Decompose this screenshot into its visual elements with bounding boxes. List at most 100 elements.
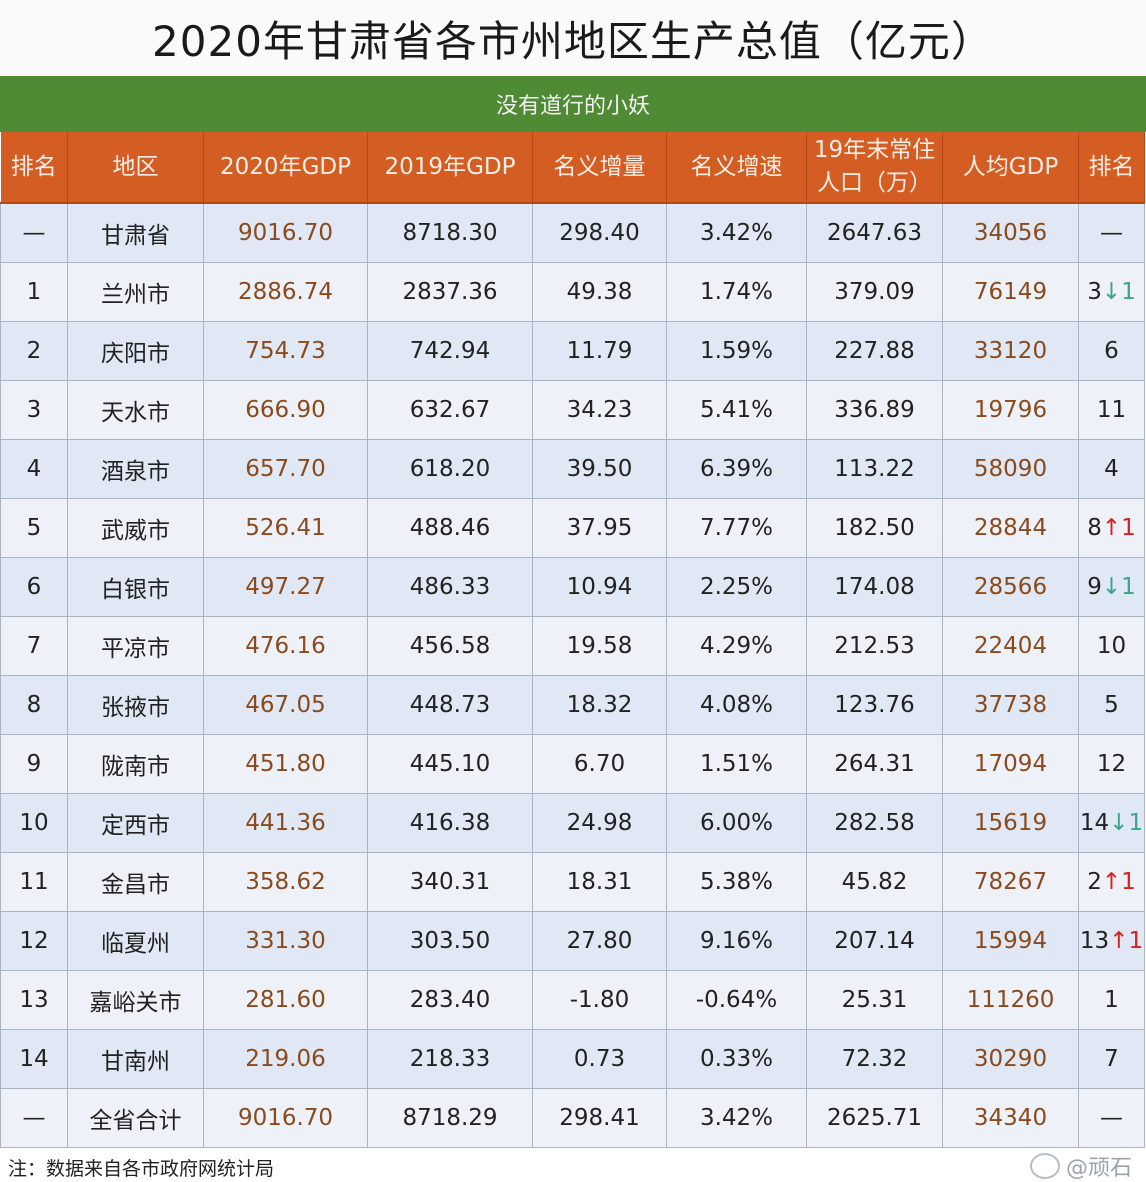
cell-gdp-2019: 488.46 [367,498,533,558]
cell-population: 123.76 [806,675,943,735]
cell-nominal-increase: 298.41 [532,1088,667,1148]
cell-gdp-2020: 526.41 [203,498,368,558]
table-row: 10 定西市 441.36 416.38 24.98 6.00% 282.58 15619 14… [0,793,1145,853]
cell-per-capita-rank: 8↑1 [1078,498,1145,558]
cell-gdp-2020: 451.80 [203,734,368,794]
cell-population: 212.53 [806,616,943,676]
footer-note: 注：数据来自各市政府网统计局 [0,1152,1146,1182]
cell-per-capita-gdp: 15619 [942,793,1079,853]
cell-gdp-2020: 358.62 [203,852,368,912]
rank-value: 14 [1079,810,1110,836]
cell-nominal-increase: 18.31 [532,852,667,912]
cell-per-capita-rank: — [1078,1088,1145,1148]
cell-population: 379.09 [806,262,943,322]
cell-rank: 8 [0,675,68,735]
table-row: — 甘肃省 9016.70 8718.30 298.40 3.42% 2647.63 3405… [0,202,1145,263]
cell-nominal-increase: 10.94 [532,557,667,617]
cell-nominal-increase: -1.80 [532,970,667,1030]
cell-gdp-2019: 416.38 [367,793,533,853]
cell-rank: 12 [0,911,68,971]
cell-gdp-2020: 467.05 [203,675,368,735]
header-gdp-2019: 2019年GDP [367,132,533,204]
cell-population: 282.58 [806,793,943,853]
cell-rank: 1 [0,262,68,322]
cell-region: 嘉峪关市 [67,970,204,1030]
cell-per-capita-rank: 5 [1078,675,1145,735]
watermark: @顽石 [1029,1150,1132,1182]
cell-gdp-2020: 441.36 [203,793,368,853]
cell-nominal-growth: 3.42% [666,1088,807,1148]
cell-gdp-2020: 497.27 [203,557,368,617]
rank-value: 7 [1104,1046,1119,1072]
cell-region: 庆阳市 [67,321,204,381]
rank-value: 9 [1087,574,1102,600]
cell-gdp-2019: 8718.30 [367,202,533,263]
cell-population: 72.32 [806,1029,943,1089]
cell-nominal-growth: 1.59% [666,321,807,381]
cell-nominal-increase: 34.23 [532,380,667,440]
cell-per-capita-rank: 3↓1 [1078,262,1145,322]
cell-per-capita-gdp: 76149 [942,262,1079,322]
cell-nominal-growth: 6.00% [666,793,807,853]
rank-value: — [1100,220,1123,246]
cell-per-capita-gdp: 33120 [942,321,1079,381]
header-per-capita-gdp: 人均GDP [942,132,1079,204]
header-region: 地区 [67,132,204,204]
cell-gdp-2020: 9016.70 [203,1088,368,1148]
cell-per-capita-rank: 13↑1 [1078,911,1145,971]
cell-gdp-2019: 486.33 [367,557,533,617]
cell-rank: 13 [0,970,68,1030]
header-per-capita-rank: 排名 [1078,132,1145,204]
cell-nominal-growth: 7.77% [666,498,807,558]
rank-value: 2 [1087,869,1102,895]
cell-per-capita-rank: — [1078,202,1145,263]
cell-nominal-increase: 6.70 [532,734,667,794]
cell-gdp-2019: 618.20 [367,439,533,499]
cell-gdp-2019: 283.40 [367,970,533,1030]
rank-down-indicator: ↓1 [1109,810,1144,836]
cell-per-capita-rank: 4 [1078,439,1145,499]
header-population: 19年末常住 人口（万） [806,132,943,204]
cell-population: 45.82 [806,852,943,912]
rank-up-indicator: ↑1 [1101,869,1136,895]
cell-gdp-2019: 448.73 [367,675,533,735]
cell-nominal-increase: 18.32 [532,675,667,735]
cell-gdp-2019: 742.94 [367,321,533,381]
cell-gdp-2020: 281.60 [203,970,368,1030]
cell-nominal-increase: 39.50 [532,439,667,499]
table-row: 12 临夏州 331.30 303.50 27.80 9.16% 207.14 15994 13… [0,911,1145,971]
cell-per-capita-gdp: 19796 [942,380,1079,440]
cell-rank: 5 [0,498,68,558]
rank-value: 10 [1096,633,1127,659]
cell-region: 酒泉市 [67,439,204,499]
cell-region: 平凉市 [67,616,204,676]
cell-region: 白银市 [67,557,204,617]
table-header-row: 排名 地区 2020年GDP 2019年GDP 名义增量 名义增速 19年末常住… [0,132,1145,204]
cell-nominal-increase: 298.40 [532,202,667,263]
cell-population: 264.31 [806,734,943,794]
cell-gdp-2020: 2886.74 [203,262,368,322]
cell-gdp-2020: 754.73 [203,321,368,381]
cell-nominal-growth: -0.64% [666,970,807,1030]
cell-per-capita-rank: 1 [1078,970,1145,1030]
page-title: 2020年甘肃省各市州地区生产总值（亿元） [0,0,1146,76]
cell-gdp-2020: 476.16 [203,616,368,676]
cell-nominal-increase: 19.58 [532,616,667,676]
cell-per-capita-rank: 6 [1078,321,1145,381]
table-body: — 甘肃省 9016.70 8718.30 298.40 3.42% 2647.63 3405… [0,202,1145,1148]
table-row: 1 兰州市 2886.74 2837.36 49.38 1.74% 379.09 76149 3… [0,262,1145,322]
page-subtitle: 没有道行的小妖 [0,76,1146,132]
rank-down-indicator: ↓1 [1101,574,1136,600]
rank-value: 11 [1096,397,1127,423]
header-rank: 排名 [0,132,68,204]
cell-gdp-2020: 9016.70 [203,202,368,263]
cell-nominal-increase: 27.80 [532,911,667,971]
header-gdp-2020: 2020年GDP [203,132,368,204]
table-row: 6 白银市 497.27 486.33 10.94 2.25% 174.08 28566 9↓1 [0,557,1145,617]
table-row: 2 庆阳市 754.73 742.94 11.79 1.59% 227.88 33120 6 [0,321,1145,381]
rank-value: 5 [1104,692,1119,718]
header-population-line1: 19年末常住 [813,137,936,163]
table-row: 14 甘南州 219.06 218.33 0.73 0.33% 72.32 30290 7 [0,1029,1145,1089]
rank-up-indicator: ↑1 [1101,515,1136,541]
cell-population: 227.88 [806,321,943,381]
